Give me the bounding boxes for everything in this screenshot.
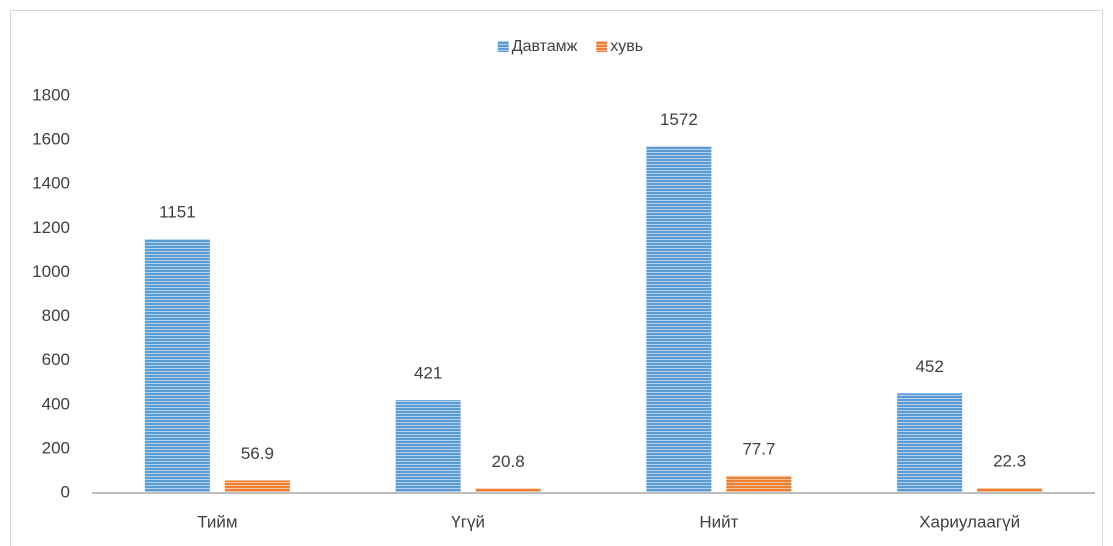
data-label: 1151 bbox=[159, 203, 196, 222]
legend-swatch bbox=[596, 41, 608, 52]
legend-swatch bbox=[497, 41, 509, 52]
bar bbox=[395, 400, 461, 493]
y-tick-label: 1400 bbox=[32, 174, 70, 193]
legend-label: хувь bbox=[610, 38, 643, 55]
y-tick-label: 1000 bbox=[32, 262, 70, 281]
x-tick-label: Тийм bbox=[197, 512, 237, 531]
x-tick-label: Үгүй bbox=[451, 512, 485, 531]
y-tick-label: 1800 bbox=[32, 85, 70, 104]
x-tick-label: Хариулаагүй bbox=[919, 512, 1020, 531]
bar bbox=[475, 488, 541, 493]
data-label: 452 bbox=[915, 357, 943, 376]
bar bbox=[224, 480, 290, 493]
bar bbox=[726, 475, 792, 493]
y-tick-label: 0 bbox=[61, 482, 70, 501]
x-tick-label: Нийт bbox=[699, 512, 738, 531]
data-label: 22.3 bbox=[993, 452, 1026, 471]
y-tick-label: 1600 bbox=[32, 130, 70, 149]
data-label: 1572 bbox=[660, 110, 698, 129]
data-label: 56.9 bbox=[241, 444, 274, 463]
bar bbox=[897, 393, 963, 493]
data-label: 421 bbox=[414, 364, 442, 383]
y-tick-label: 600 bbox=[42, 350, 70, 369]
y-tick-label: 1200 bbox=[32, 218, 70, 237]
bar bbox=[144, 239, 210, 493]
bar bbox=[977, 488, 1043, 493]
data-label: 77.7 bbox=[742, 439, 775, 458]
y-tick-label: 200 bbox=[42, 438, 70, 457]
chart-border bbox=[10, 10, 1103, 546]
bar bbox=[646, 146, 712, 493]
y-tick-label: 400 bbox=[42, 394, 70, 413]
legend-label: Давтамж bbox=[512, 38, 578, 55]
data-label: 20.8 bbox=[492, 452, 525, 471]
y-tick-label: 800 bbox=[42, 306, 70, 325]
